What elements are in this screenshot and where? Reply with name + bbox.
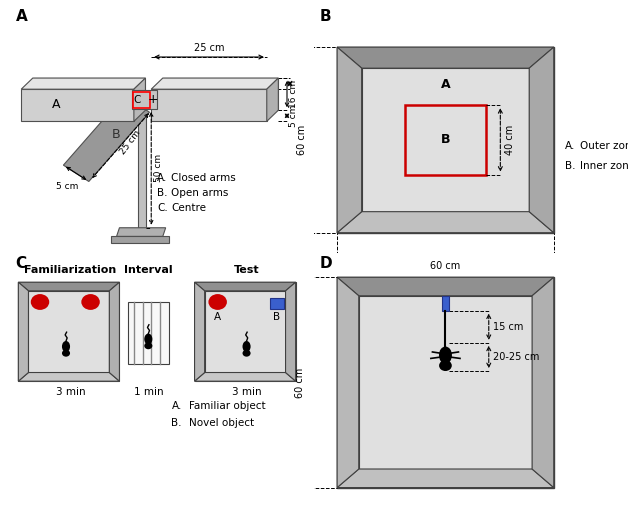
Text: B.: B. [157, 188, 168, 198]
Bar [138, 109, 146, 228]
Text: 60 cm: 60 cm [295, 367, 305, 397]
Text: C: C [133, 95, 141, 106]
Text: 16 cm: 16 cm [290, 80, 298, 108]
Polygon shape [195, 282, 205, 381]
Text: A.: A. [565, 141, 576, 151]
Bar [405, 105, 486, 175]
Polygon shape [63, 96, 149, 181]
Circle shape [439, 360, 452, 371]
Polygon shape [195, 373, 296, 381]
Bar [133, 90, 157, 109]
Polygon shape [337, 47, 554, 68]
Text: B: B [320, 9, 332, 24]
Circle shape [31, 294, 49, 310]
Polygon shape [151, 78, 278, 89]
Text: A: A [51, 97, 60, 111]
Text: 5 cm: 5 cm [290, 105, 298, 127]
Text: 20-25 cm: 20-25 cm [493, 352, 539, 362]
Text: C.: C. [157, 203, 168, 213]
Bar [337, 277, 554, 488]
Text: 50 cm: 50 cm [154, 155, 163, 182]
Polygon shape [286, 282, 296, 381]
Polygon shape [195, 282, 296, 291]
Polygon shape [18, 282, 28, 381]
Polygon shape [33, 78, 146, 110]
Bar [18, 282, 119, 381]
Text: B.: B. [565, 161, 576, 171]
Text: 3 min: 3 min [55, 387, 85, 397]
Circle shape [144, 342, 153, 349]
Polygon shape [151, 89, 267, 121]
Text: A: A [214, 312, 221, 322]
Polygon shape [21, 78, 146, 89]
Polygon shape [18, 373, 119, 381]
FancyBboxPatch shape [269, 297, 283, 310]
Polygon shape [337, 469, 554, 488]
Text: 60 cm: 60 cm [430, 261, 460, 271]
Text: A: A [16, 9, 27, 24]
Text: B: B [273, 313, 281, 322]
Circle shape [242, 350, 251, 357]
Text: 1 min: 1 min [134, 387, 163, 397]
Text: Test: Test [234, 265, 259, 275]
Text: 5 cm: 5 cm [57, 182, 78, 191]
Text: Familiar object: Familiar object [189, 401, 266, 411]
Bar [133, 92, 150, 109]
Text: A.: A. [157, 173, 168, 183]
Bar [359, 296, 532, 469]
Text: Closed arms: Closed arms [171, 173, 236, 183]
Text: Novel object: Novel object [189, 418, 254, 428]
Polygon shape [532, 277, 554, 488]
Text: Interval: Interval [124, 265, 173, 275]
Text: Open arms: Open arms [171, 188, 229, 198]
Ellipse shape [62, 341, 70, 352]
Polygon shape [18, 282, 119, 291]
Text: 60 cm: 60 cm [297, 125, 307, 155]
Text: +: + [148, 93, 158, 107]
Text: 25 cm: 25 cm [194, 43, 224, 54]
Bar [205, 291, 286, 373]
Bar [195, 282, 296, 381]
Bar [28, 291, 109, 373]
Text: 15 cm: 15 cm [493, 322, 524, 332]
Polygon shape [134, 78, 146, 121]
Polygon shape [337, 212, 554, 233]
Text: 40 cm: 40 cm [505, 125, 515, 155]
Text: Inner zone: Inner zone [580, 161, 628, 171]
Text: Outer zone: Outer zone [580, 141, 628, 151]
Bar [442, 296, 449, 311]
Text: B: B [111, 128, 120, 141]
Ellipse shape [242, 341, 251, 352]
Polygon shape [337, 47, 362, 233]
Ellipse shape [439, 346, 452, 364]
Polygon shape [21, 89, 134, 121]
Polygon shape [163, 78, 278, 110]
Polygon shape [117, 228, 166, 236]
Bar [128, 302, 168, 364]
Bar [337, 47, 554, 233]
Polygon shape [109, 282, 119, 381]
Polygon shape [337, 277, 359, 488]
Ellipse shape [144, 333, 153, 345]
Text: A.: A. [171, 401, 182, 411]
Circle shape [62, 350, 70, 357]
Text: 3 min: 3 min [232, 387, 261, 397]
Text: 25 cm: 25 cm [119, 128, 143, 156]
Text: B.: B. [171, 418, 182, 428]
Text: D: D [320, 256, 332, 271]
Polygon shape [529, 47, 554, 233]
Polygon shape [267, 78, 278, 121]
Polygon shape [337, 277, 554, 296]
Circle shape [208, 294, 227, 310]
Circle shape [81, 294, 100, 310]
Polygon shape [111, 236, 168, 242]
Text: Familiarization: Familiarization [24, 265, 116, 275]
Bar [362, 68, 529, 212]
Text: C: C [16, 256, 26, 271]
Text: B: B [441, 133, 450, 146]
Text: Centre: Centre [171, 203, 207, 213]
Text: A: A [441, 78, 450, 91]
